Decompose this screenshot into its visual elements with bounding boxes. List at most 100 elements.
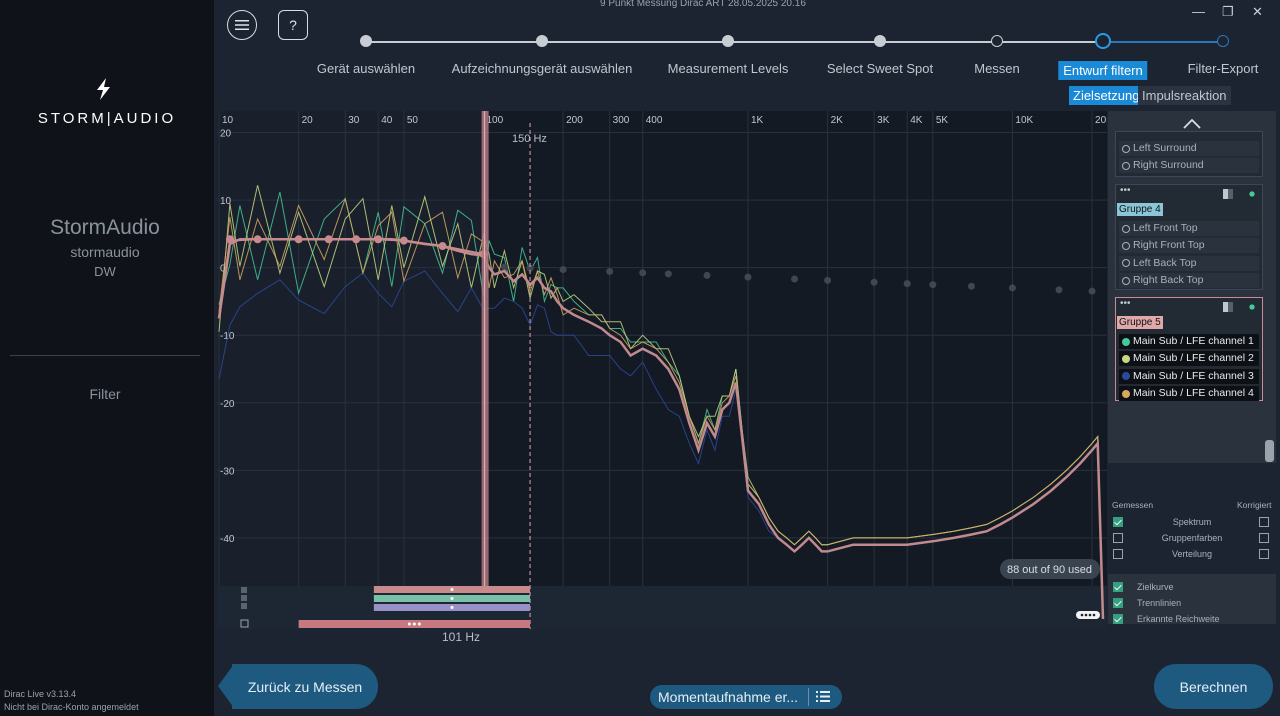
step-label-5[interactable]: Messen [974, 61, 1020, 76]
overlay-option-row: Trennlinien [1108, 595, 1276, 611]
target-ghost-point [664, 270, 672, 278]
target-control-point [352, 235, 361, 244]
channel-group-5[interactable]: ••• Gruppe 5 Main Sub / LFE channel 1 Main … [1115, 297, 1263, 402]
target-ghost-point [744, 273, 752, 281]
step-label-4[interactable]: Select Sweet Spot [826, 61, 934, 76]
channel-label: Right Back Top [1133, 274, 1204, 287]
channel-group-3[interactable]: Left Surround Right Surround [1115, 131, 1263, 177]
crossover-frequency-label: 101 Hz [442, 630, 481, 644]
scroll-up-button[interactable] [1108, 111, 1276, 137]
sidebar: STORM|AUDIO StormAudio stormaudio DW Fil… [0, 0, 214, 716]
x-tick-label: 3K [877, 115, 890, 126]
step-dot-3[interactable] [722, 35, 734, 47]
step-dot-1[interactable] [360, 35, 372, 47]
channel-item[interactable]: Right Surround [1119, 158, 1259, 174]
overlay-option-label: Zielkurve [1137, 582, 1174, 592]
channel-color-dot [1122, 337, 1130, 346]
device-name: StormAudio [50, 216, 160, 239]
step-label-1[interactable]: Gerät auswählen [316, 61, 416, 76]
channel-color-dot [1122, 241, 1130, 250]
group-options-icon[interactable]: ••• [1120, 185, 1131, 196]
target-ghost-point [1055, 286, 1063, 294]
channel-item[interactable]: Left Surround [1119, 141, 1259, 156]
maximize-button[interactable]: ❐ [1222, 4, 1234, 19]
help-button[interactable]: ? [278, 10, 308, 40]
group-options-icon[interactable]: ••• [1120, 298, 1131, 309]
target-ghost-point [559, 266, 567, 274]
channel-label: Main Sub / LFE channel 3 [1133, 369, 1254, 382]
frequency-response-chart[interactable]: 10203040501002003004001K2K3K4K5K10K20K20… [217, 111, 1107, 629]
overlay-checkbox[interactable] [1113, 598, 1123, 608]
target-ghost-point [1008, 284, 1016, 292]
y-tick-label: 10 [220, 196, 232, 207]
group-tag: Gruppe 4 [1117, 203, 1163, 216]
channel-item[interactable]: Right Front Top [1119, 238, 1259, 254]
group-split-icon[interactable] [1223, 302, 1233, 312]
step-dot-2[interactable] [536, 35, 548, 47]
target-control-point [374, 235, 383, 244]
channel-item[interactable]: Right Back Top [1119, 273, 1259, 289]
x-tick-label: 30 [348, 115, 360, 126]
step-dot-6[interactable] [1095, 33, 1111, 49]
group-visibility-icon[interactable] [1247, 302, 1257, 312]
target-ghost-point [929, 281, 937, 289]
menu-button[interactable] [227, 10, 257, 40]
overlay-option-row: Erkannte Reichweite [1108, 611, 1276, 627]
group-split-icon[interactable] [1223, 189, 1233, 199]
channel-item[interactable]: Main Sub / LFE channel 4 [1119, 386, 1259, 402]
y-tick-label: -40 [220, 534, 235, 545]
step-label-3[interactable]: Measurement Levels [667, 61, 789, 76]
measured-header: Gemessen [1112, 500, 1154, 510]
option-row: Verteilung [1108, 546, 1276, 562]
band-handle-dot [450, 597, 454, 600]
measured-checkbox[interactable] [1113, 517, 1123, 527]
target-ghost-point [1088, 287, 1096, 295]
corrected-checkbox[interactable] [1259, 533, 1269, 543]
x-tick-label: 10 [222, 115, 234, 126]
channel-group-4[interactable]: ••• Gruppe 4 Left Front Top Right Front Top… [1115, 184, 1263, 290]
group-visibility-icon[interactable] [1247, 189, 1257, 199]
overlay-checkbox[interactable] [1113, 582, 1123, 592]
display-options: Gemessen Korrigiert Zielkurve Trennlinien… [1108, 496, 1276, 626]
band-row-marker [241, 603, 247, 609]
option-row: Gruppenfarben [1108, 530, 1276, 546]
x-tick-label: 20 [302, 115, 314, 126]
x-tick-label: 20K [1095, 115, 1107, 126]
corrected-checkbox[interactable] [1259, 549, 1269, 559]
channel-color-dot [1122, 144, 1130, 153]
step-label-6[interactable]: Entwurf filtern [1058, 61, 1148, 80]
channel-item[interactable]: Left Front Top [1119, 221, 1259, 236]
band-row-marker [241, 587, 247, 593]
channel-item[interactable]: Main Sub / LFE channel 1 [1119, 334, 1259, 349]
step-label-7[interactable]: Filter-Export [1187, 61, 1259, 76]
measured-checkbox[interactable] [1113, 549, 1123, 559]
channel-label: Main Sub / LFE channel 4 [1133, 387, 1254, 400]
x-tick-label: 10K [1015, 115, 1033, 126]
sidebar-section-filter[interactable]: Filter [89, 386, 121, 402]
calculate-button[interactable]: Berechnen [1154, 664, 1273, 709]
target-ghost-point [703, 271, 711, 279]
tab-zielsetzung[interactable]: Zielsetzung [1069, 86, 1144, 105]
list-menu-icon[interactable] [816, 690, 830, 703]
channel-item[interactable]: Left Back Top [1119, 255, 1259, 271]
tab-impulsreaktion[interactable]: Impulsreaktion [1138, 86, 1231, 105]
channel-item[interactable]: Main Sub / LFE channel 3 [1119, 368, 1259, 384]
corrected-checkbox[interactable] [1259, 517, 1269, 527]
back-to-measure-button[interactable]: Zurück zu Messen [232, 664, 378, 709]
panel-scrollbar[interactable] [1265, 440, 1274, 462]
measured-checkbox[interactable] [1113, 533, 1123, 543]
close-button[interactable]: ✕ [1252, 4, 1263, 19]
step-dot-4[interactable] [874, 35, 886, 47]
target-ghost-point [870, 278, 878, 286]
step-dot-5[interactable] [991, 35, 1003, 47]
channel-item[interactable]: Main Sub / LFE channel 2 [1119, 351, 1259, 367]
range-handle-dot [412, 622, 416, 626]
step-dot-7[interactable] [1217, 35, 1229, 47]
overlay-checkbox[interactable] [1113, 614, 1123, 624]
snapshot-button[interactable]: Momentaufnahme er... [650, 685, 842, 709]
step-label-2[interactable]: Aufzeichnungsgerät auswählen [451, 61, 633, 76]
bolt-logo-icon [97, 78, 110, 100]
group-tag: Gruppe 5 [1117, 316, 1163, 329]
target-ghost-point [967, 282, 975, 290]
minimize-button[interactable]: — [1192, 4, 1205, 19]
